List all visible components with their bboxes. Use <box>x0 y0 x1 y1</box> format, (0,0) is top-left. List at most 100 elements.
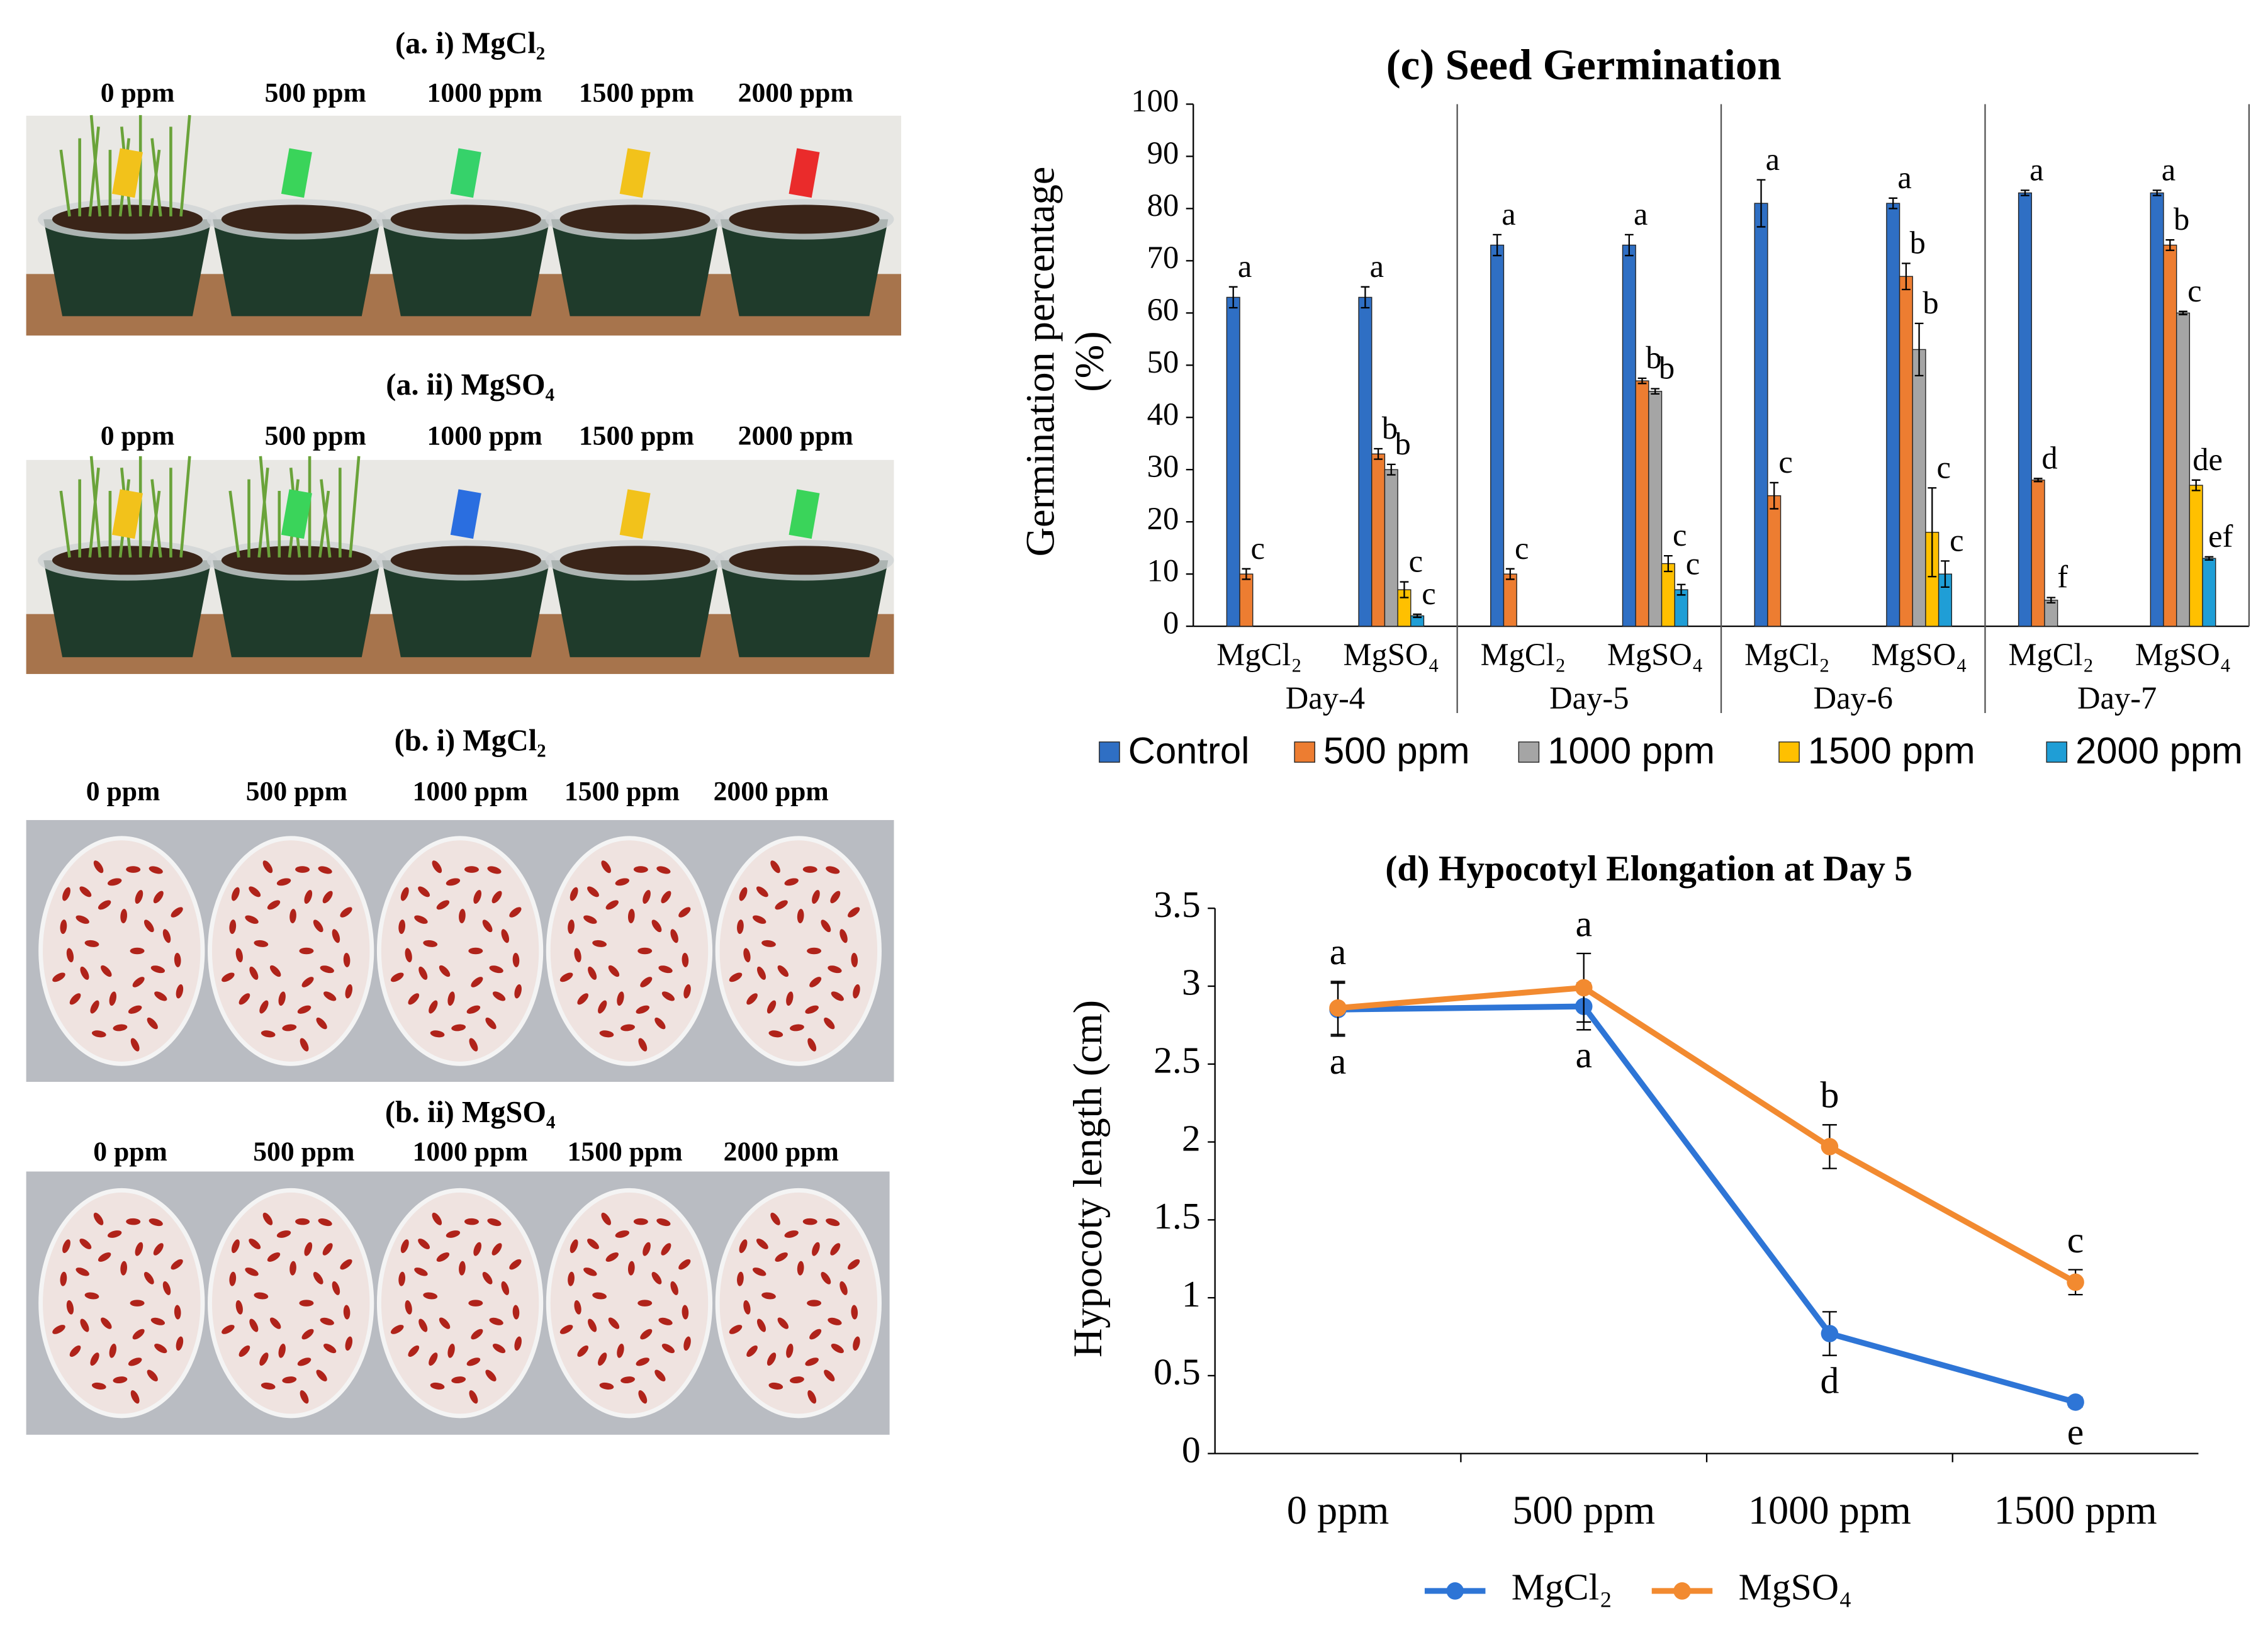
bar <box>1648 391 1663 627</box>
seedling <box>150 479 162 558</box>
seed <box>128 1005 142 1014</box>
seed <box>821 919 831 933</box>
seed <box>318 1218 332 1227</box>
seed <box>627 1261 635 1276</box>
marker <box>1821 1138 1839 1155</box>
seed <box>588 1318 597 1332</box>
seed <box>76 915 89 924</box>
seed <box>775 900 788 910</box>
tag <box>450 489 481 539</box>
seed <box>821 1271 831 1284</box>
seed <box>66 948 74 963</box>
bar <box>1503 573 1517 627</box>
seed <box>107 1230 122 1238</box>
significance-letter: b <box>1646 340 1661 375</box>
seed <box>269 1317 281 1329</box>
seed <box>52 1325 65 1334</box>
seed <box>466 1357 481 1366</box>
seed <box>605 1252 619 1262</box>
seed <box>52 972 65 982</box>
seed <box>79 886 92 897</box>
seed <box>84 1292 99 1300</box>
error-bar <box>1676 583 1686 596</box>
error-bar <box>1242 568 1251 580</box>
seed <box>756 1318 766 1332</box>
significance-letter: a <box>1370 249 1384 284</box>
seed <box>598 1352 607 1366</box>
seed <box>830 1243 841 1256</box>
error-bar <box>1663 554 1673 573</box>
significance-letter: b <box>1820 1074 1839 1116</box>
seed <box>786 991 794 1006</box>
line <box>1337 1003 2077 1405</box>
error-bar <box>1505 568 1515 580</box>
x-tick-label: MgCl₂ <box>1216 637 1302 672</box>
y-tick-label: 3 <box>1182 962 1201 1003</box>
seedling <box>228 490 240 558</box>
seed <box>76 1267 89 1276</box>
soil <box>729 546 880 575</box>
significance-letter: f <box>2057 559 2068 594</box>
tag <box>789 489 820 539</box>
panel-label: 2000 ppm <box>724 1137 839 1167</box>
seed <box>436 900 450 910</box>
seed <box>400 1239 409 1254</box>
panel-label: 0 ppm <box>86 777 160 807</box>
legend-swatch <box>1518 741 1540 763</box>
panel-label: 0 ppm <box>101 420 175 451</box>
tag <box>450 148 481 198</box>
seed <box>848 907 860 918</box>
seedling <box>149 490 161 558</box>
seed <box>135 890 143 904</box>
significance-letter: a <box>1330 931 1347 972</box>
soil <box>52 546 203 575</box>
seed <box>245 1267 259 1276</box>
seed <box>471 977 483 987</box>
seed <box>439 1317 451 1329</box>
seed <box>491 1243 502 1256</box>
seed <box>147 1369 158 1381</box>
error-bar <box>1770 481 1779 510</box>
seed <box>245 915 259 924</box>
x-tick-label: MgCl₂ <box>2009 637 2094 672</box>
seed <box>430 1030 445 1038</box>
seed <box>471 1329 483 1340</box>
bar <box>2202 558 2216 627</box>
seed <box>231 887 240 901</box>
seedling <box>89 115 102 216</box>
significance-letter: c <box>1778 444 1792 480</box>
significance-letter: b <box>1395 426 1411 461</box>
seed <box>577 993 589 1005</box>
seed <box>447 1344 455 1358</box>
y-tick-label: 1 <box>1182 1273 1201 1315</box>
seed <box>824 1017 835 1030</box>
bar <box>1635 380 1649 627</box>
panel-title: (b. i) MgCl₂ <box>395 724 546 757</box>
seed <box>661 891 671 904</box>
seed <box>132 1329 145 1340</box>
seed <box>658 965 673 974</box>
seed <box>683 984 691 999</box>
seed <box>262 1212 273 1225</box>
seed <box>400 887 409 901</box>
seed <box>318 866 332 874</box>
seed <box>756 1239 768 1249</box>
pot <box>720 219 889 317</box>
panel-label: 500 ppm <box>265 420 366 451</box>
panel-title: (b. ii) MgSO₄ <box>385 1096 555 1129</box>
panel-label: 500 ppm <box>253 1137 354 1167</box>
seed <box>414 1267 428 1276</box>
seed <box>627 909 635 924</box>
seedling <box>320 479 332 558</box>
legend-label: 500 ppm <box>1323 729 1470 772</box>
pot <box>381 219 550 317</box>
tag <box>112 489 143 539</box>
seed <box>756 966 766 980</box>
seed <box>432 1212 442 1225</box>
error-bar <box>1928 487 1937 578</box>
seed <box>101 965 112 977</box>
panel-label: 1500 ppm <box>579 78 694 108</box>
seed <box>598 1000 607 1014</box>
significance-letter: c <box>1422 576 1435 611</box>
